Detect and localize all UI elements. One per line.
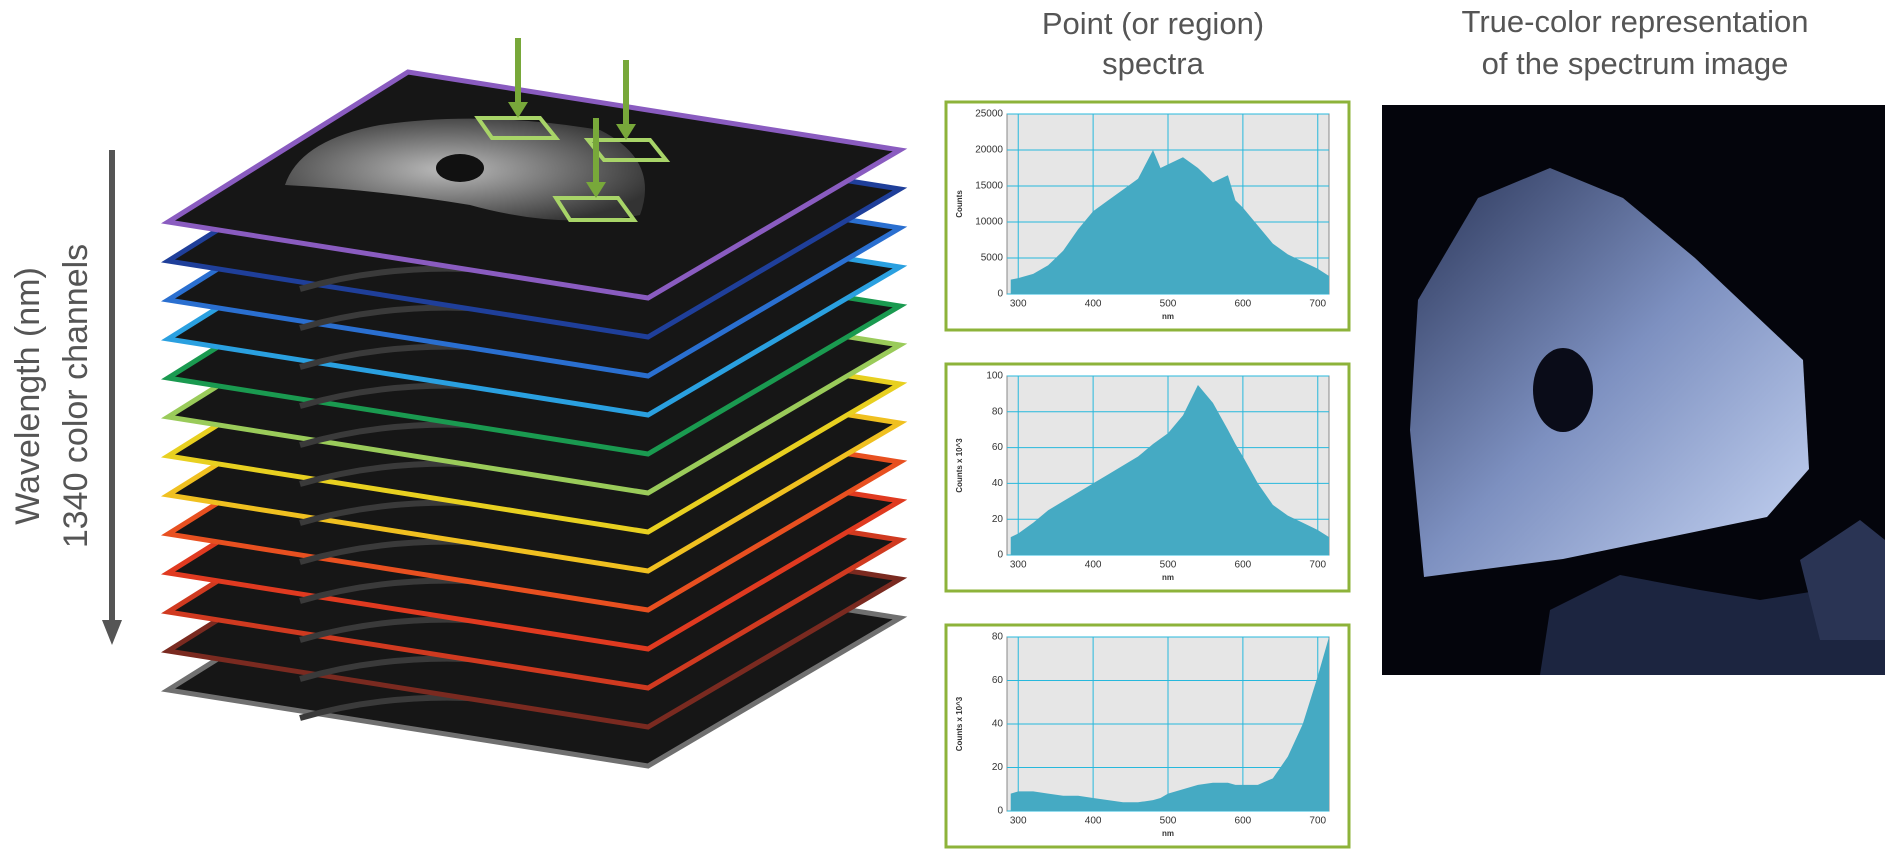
y-axis-label: Counts x 10^3 <box>955 696 964 751</box>
y-tick-label: 10000 <box>975 217 1003 228</box>
y-axis-label: Counts x 10^3 <box>955 438 964 493</box>
y-tick-label: 40 <box>992 478 1004 489</box>
figure: Wavelength (nm) 1340 color channels Poin… <box>0 0 1885 851</box>
y-axis-label: Counts <box>955 190 964 218</box>
y-tick-label: 0 <box>997 289 1003 300</box>
y-tick-label: 0 <box>997 806 1003 817</box>
y-tick-label: 60 <box>992 442 1004 453</box>
center-title: spectra <box>1102 46 1204 81</box>
stack-label: Wavelength (nm) <box>9 267 47 525</box>
y-tick-label: 80 <box>992 406 1004 417</box>
y-tick-label: 20 <box>992 762 1004 773</box>
x-tick-label: 300 <box>1010 560 1027 571</box>
stack-label: 1340 color channels <box>57 244 95 548</box>
x-axis-label: nm <box>1162 829 1174 838</box>
y-tick-label: 20 <box>992 514 1004 525</box>
arrow-head <box>102 620 122 645</box>
x-tick-label: 700 <box>1309 299 1326 310</box>
tissue-hole <box>436 154 484 182</box>
x-tick-label: 500 <box>1160 560 1177 571</box>
x-tick-label: 300 <box>1010 816 1027 827</box>
y-tick-label: 20000 <box>975 145 1003 156</box>
x-tick-label: 400 <box>1085 816 1102 827</box>
x-tick-label: 400 <box>1085 560 1102 571</box>
x-axis-label: nm <box>1162 312 1174 321</box>
x-tick-label: 500 <box>1160 299 1177 310</box>
y-tick-label: 0 <box>997 550 1003 561</box>
x-tick-label: 500 <box>1160 816 1177 827</box>
x-tick-label: 600 <box>1235 560 1252 571</box>
x-axis-label: nm <box>1162 573 1174 582</box>
y-tick-label: 25000 <box>975 109 1003 120</box>
y-tick-label: 80 <box>992 632 1004 643</box>
y-tick-label: 15000 <box>975 181 1003 192</box>
y-tick-label: 40 <box>992 719 1004 730</box>
layer-stack <box>168 38 900 766</box>
x-tick-label: 600 <box>1235 816 1252 827</box>
y-tick-label: 100 <box>986 371 1003 382</box>
x-tick-label: 400 <box>1085 299 1102 310</box>
y-tick-label: 60 <box>992 675 1004 686</box>
true-color-image <box>1382 105 1885 675</box>
x-tick-label: 700 <box>1309 560 1326 571</box>
right-title: of the spectrum image <box>1482 46 1789 81</box>
center-title: Point (or region) <box>1042 6 1264 41</box>
x-tick-label: 600 <box>1235 299 1252 310</box>
y-tick-label: 5000 <box>981 253 1004 264</box>
x-tick-label: 700 <box>1309 816 1326 827</box>
right-title: True-color representation <box>1462 4 1809 39</box>
x-tick-label: 300 <box>1010 299 1027 310</box>
